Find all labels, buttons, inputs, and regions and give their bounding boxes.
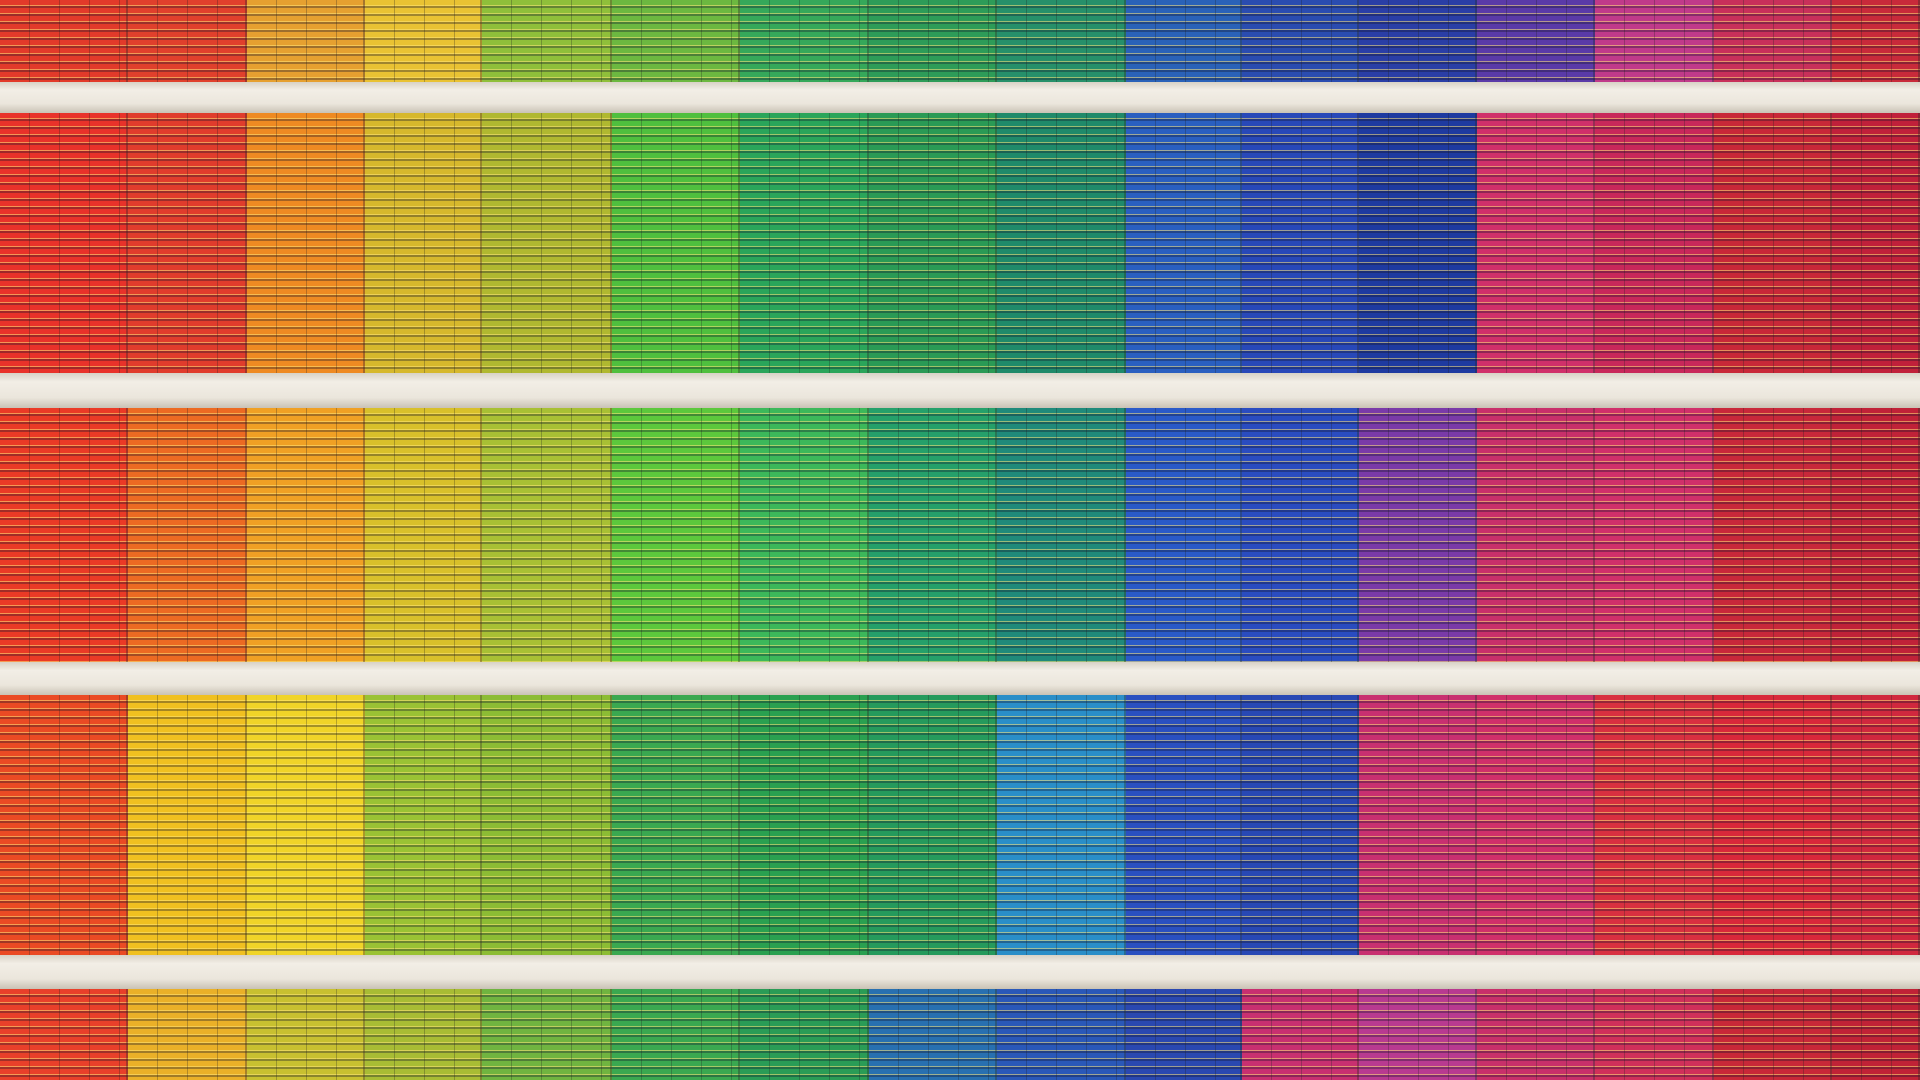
blind-panel [740, 989, 869, 1080]
blind-panel [482, 113, 612, 373]
blind-panel [612, 695, 740, 955]
blind-panel [1477, 408, 1595, 662]
blind-panel [1832, 695, 1920, 955]
floor-row [0, 0, 1920, 82]
blind-panel [1477, 0, 1595, 82]
blind-panel [869, 113, 997, 373]
blind-panel [128, 0, 247, 82]
blind-panel [0, 113, 128, 373]
blind-panel [1242, 989, 1359, 1080]
blind-panel [740, 0, 869, 82]
blind-panel [1242, 113, 1359, 373]
blind-panel [128, 408, 247, 662]
blind-panel [1126, 113, 1242, 373]
blind-panel [869, 0, 997, 82]
floor-slab [0, 373, 1920, 408]
blind-panel [1832, 113, 1920, 373]
blind-panel [612, 408, 740, 662]
blind-panel [247, 0, 365, 82]
blind-panel [247, 113, 365, 373]
blind-panel [1359, 695, 1477, 955]
blind-panel [1832, 989, 1920, 1080]
blind-panel [997, 0, 1126, 82]
blind-panel [740, 695, 869, 955]
blind-panel [247, 989, 365, 1080]
blind-panel [365, 0, 482, 82]
floor-row [0, 408, 1920, 662]
blind-panel [1359, 0, 1477, 82]
blind-panel [1242, 695, 1359, 955]
blind-panel [1832, 0, 1920, 82]
blind-panel [1714, 408, 1832, 662]
blind-panel [1477, 113, 1595, 373]
blind-panel [1359, 408, 1477, 662]
blind-panel [365, 408, 482, 662]
blind-panel [1126, 695, 1242, 955]
blind-panel [0, 408, 128, 662]
blind-panel [1595, 113, 1714, 373]
blind-panel [128, 695, 247, 955]
blind-panel [0, 0, 128, 82]
floor-row [0, 695, 1920, 955]
blind-panel [1595, 695, 1714, 955]
blind-panel [365, 695, 482, 955]
blind-panel [482, 408, 612, 662]
blind-panel [482, 695, 612, 955]
blind-panel [740, 408, 869, 662]
blind-panel [1595, 0, 1714, 82]
blind-panel [1242, 0, 1359, 82]
floor-row [0, 113, 1920, 373]
blind-panel [1714, 0, 1832, 82]
blind-panel [612, 989, 740, 1080]
floor-slab [0, 955, 1920, 989]
floor-row [0, 989, 1920, 1080]
blind-panel [0, 989, 128, 1080]
blind-panel [997, 695, 1126, 955]
blind-panel [1832, 408, 1920, 662]
blind-panel [365, 989, 482, 1080]
blind-panel [128, 113, 247, 373]
blind-panel [482, 0, 612, 82]
blind-panel [997, 113, 1126, 373]
blind-panel [1359, 113, 1477, 373]
blind-panel [1242, 408, 1359, 662]
blind-panel [128, 989, 247, 1080]
blind-panel [1126, 0, 1242, 82]
blind-panel [612, 0, 740, 82]
blind-panel [869, 695, 997, 955]
blind-panel [1359, 989, 1477, 1080]
blind-panel [612, 113, 740, 373]
blind-panel [1714, 113, 1832, 373]
blind-panel [1126, 989, 1242, 1080]
blind-panel [1714, 695, 1832, 955]
blind-panel [247, 408, 365, 662]
blind-panel [365, 113, 482, 373]
floor-slab [0, 662, 1920, 695]
blind-panel [247, 695, 365, 955]
blind-panel [482, 989, 612, 1080]
blind-panel [1477, 989, 1595, 1080]
blind-panel [997, 989, 1126, 1080]
blind-panel [1477, 695, 1595, 955]
blind-panel [869, 408, 997, 662]
blind-panel [1714, 989, 1832, 1080]
blind-panel [997, 408, 1126, 662]
blind-panel [1595, 989, 1714, 1080]
blind-panel [740, 113, 869, 373]
blind-panel [1126, 408, 1242, 662]
blind-panel [0, 695, 128, 955]
blind-panel [1595, 408, 1714, 662]
floor-slab [0, 82, 1920, 113]
blind-panel [869, 989, 997, 1080]
